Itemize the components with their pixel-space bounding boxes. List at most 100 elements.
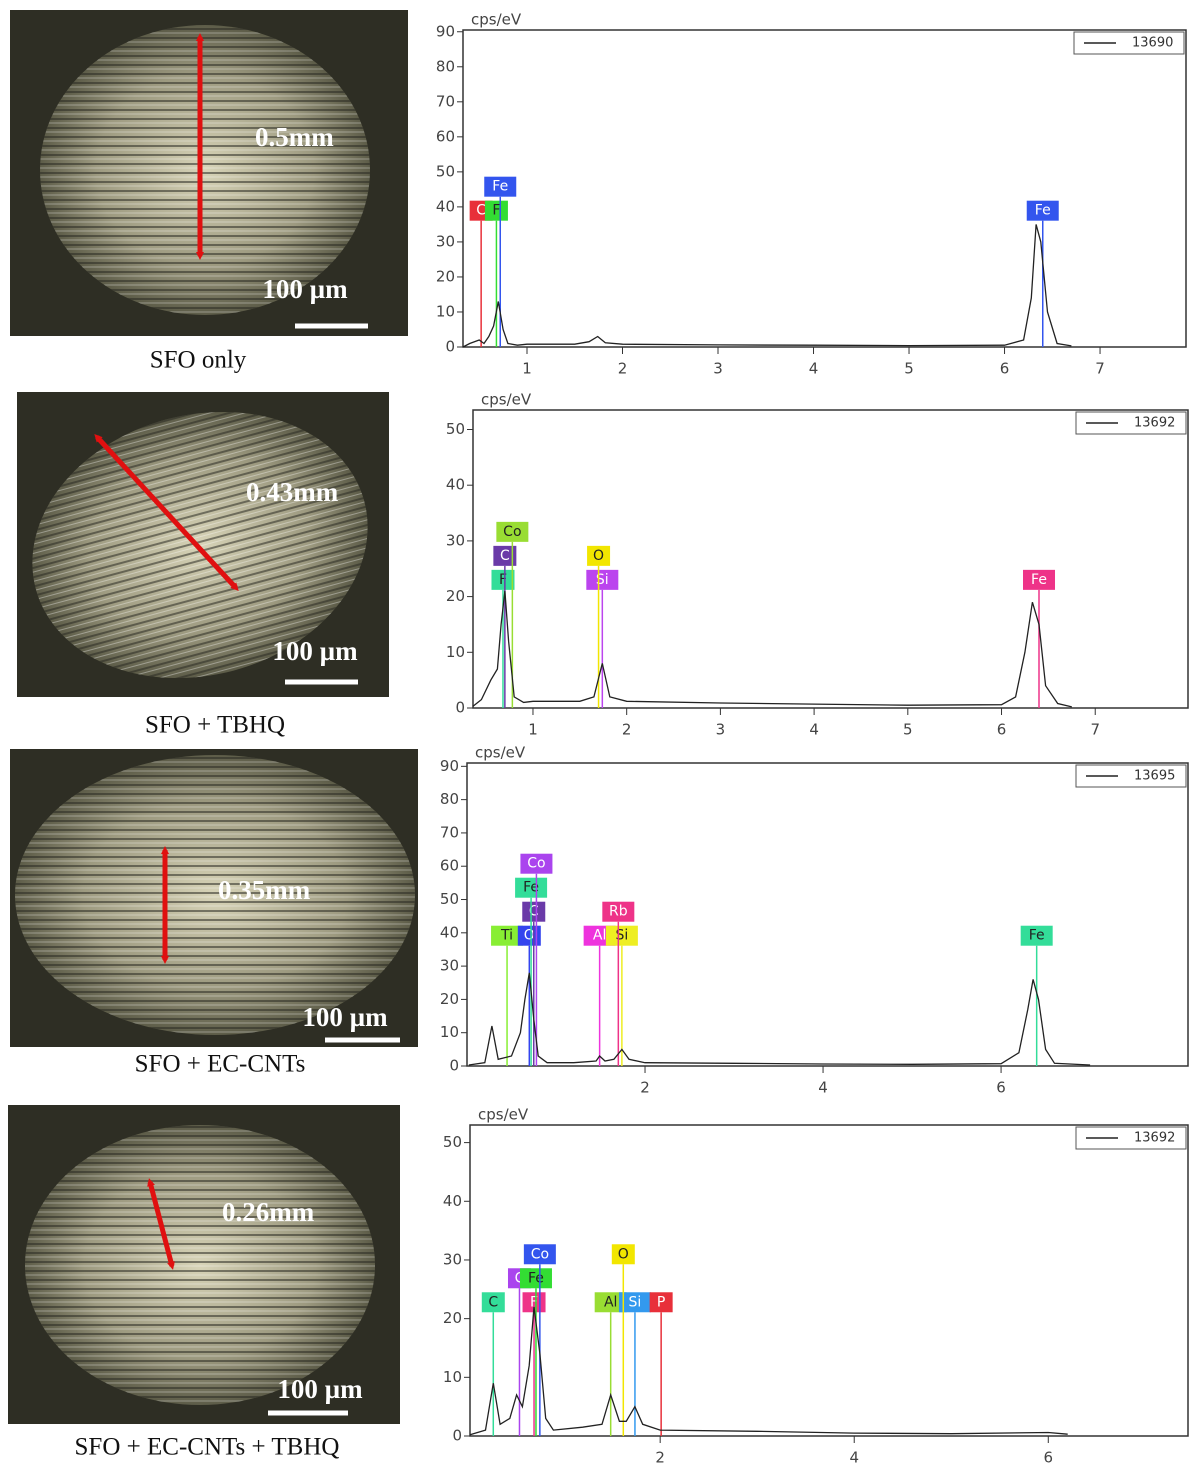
y-tick-label: 40	[446, 476, 465, 494]
element-tag	[522, 901, 546, 922]
x-tick-label: 6	[996, 1079, 1006, 1097]
element-label: O	[593, 548, 604, 564]
element-label: Fe	[1029, 928, 1045, 944]
legend-box	[1075, 411, 1187, 435]
x-tick-label: 5	[903, 721, 913, 739]
caption: SFO + TBHQ	[145, 712, 285, 739]
spectrum-line	[469, 1306, 1068, 1436]
element-tag	[602, 901, 635, 922]
element-tag	[1020, 925, 1053, 946]
x-tick-label: 6	[1000, 360, 1010, 378]
element-label: P	[657, 1294, 665, 1310]
plot-frame	[472, 409, 1189, 709]
y-axis-label: cps/eV	[481, 391, 532, 409]
legend-box	[1073, 31, 1185, 55]
x-tick-label: 3	[713, 360, 723, 378]
caption: SFO only	[150, 347, 247, 374]
element-label: C	[515, 1270, 525, 1286]
x-tick-label: 4	[818, 1079, 828, 1097]
element-tag	[520, 853, 553, 874]
x-tick-label: 4	[809, 721, 819, 739]
element-tag	[523, 1244, 556, 1265]
scale-bar-label: 100 µm	[272, 636, 358, 666]
x-tick-label: 6	[997, 721, 1007, 739]
y-tick-label: 60	[436, 127, 455, 145]
element-tag	[484, 200, 508, 221]
scale-bar-label: 100 µm	[277, 1374, 363, 1404]
element-label: Si	[615, 928, 628, 944]
y-tick-label: 20	[446, 587, 465, 605]
y-tick-label: 50	[443, 1133, 462, 1151]
diameter-arrow	[147, 1178, 175, 1270]
y-axis-label: cps/eV	[478, 1106, 529, 1124]
y-tick-label: 10	[440, 1023, 459, 1041]
x-tick-label: 1	[528, 721, 538, 739]
element-tag	[618, 1292, 651, 1313]
y-tick-label: 10	[436, 302, 455, 320]
x-tick-label: 4	[849, 1449, 859, 1464]
y-tick-label: 30	[443, 1250, 462, 1268]
element-tag	[1026, 200, 1059, 221]
element-tag	[519, 1268, 552, 1289]
element-tag	[493, 545, 517, 566]
scale-bar-label: 100 µm	[302, 1002, 388, 1032]
y-tick-label: 50	[436, 162, 455, 180]
x-tick-label: 4	[809, 360, 819, 378]
element-tag	[517, 925, 541, 946]
y-tick-label: 0	[452, 1427, 462, 1445]
element-label: Co	[503, 524, 521, 540]
y-tick-label: 50	[446, 420, 465, 438]
y-tick-label: 90	[436, 22, 455, 40]
y-tick-label: 90	[440, 757, 459, 775]
scale-bar-label: 100 µm	[262, 274, 348, 304]
diameter-label: 0.26mm	[222, 1197, 315, 1227]
element-label: F	[499, 572, 507, 588]
x-tick-label: 2	[640, 1079, 650, 1097]
plot-frame	[469, 1124, 1189, 1437]
x-tick-label: 7	[1095, 360, 1105, 378]
y-tick-label: 10	[443, 1368, 462, 1386]
y-tick-label: 0	[445, 338, 455, 356]
y-tick-label: 0	[449, 1057, 459, 1075]
y-tick-label: 0	[455, 699, 465, 717]
element-label: Co	[531, 1246, 549, 1262]
element-label: F	[530, 1294, 538, 1310]
y-tick-label: 20	[436, 267, 455, 285]
x-tick-label: 5	[904, 360, 914, 378]
element-label: F	[492, 203, 500, 219]
diameter-arrow	[94, 434, 239, 591]
element-label: Fe	[1035, 203, 1051, 219]
diameter-label: 0.35mm	[218, 875, 311, 905]
element-tag	[611, 1244, 635, 1265]
y-tick-label: 80	[440, 790, 459, 808]
y-tick-label: 30	[436, 232, 455, 250]
element-tag	[587, 545, 611, 566]
y-tick-label: 30	[440, 957, 459, 975]
element-label: Ti	[500, 928, 513, 944]
y-tick-label: 20	[443, 1309, 462, 1327]
element-label: Co	[527, 856, 545, 872]
element-tag	[649, 1292, 673, 1313]
x-tick-label: 3	[716, 721, 726, 739]
x-tick-label: 2	[655, 1449, 665, 1464]
spectrum-line	[462, 224, 1072, 348]
element-label: Al	[593, 928, 606, 944]
element-label: O	[524, 928, 535, 944]
caption: SFO + EC-CNTs + TBHQ	[75, 1434, 340, 1461]
spectrum-line	[472, 590, 1072, 708]
x-tick-label: 6	[1044, 1449, 1054, 1464]
diameter-label: 0.5mm	[255, 122, 334, 152]
element-tag	[515, 877, 548, 898]
wear-scar-grooves	[40, 25, 370, 315]
element-tag	[481, 1292, 505, 1313]
element-label: C	[500, 548, 510, 564]
legend-label: 13690	[1132, 36, 1173, 51]
legend-box	[1075, 1126, 1187, 1150]
y-tick-label: 70	[436, 92, 455, 110]
diameter-label: 0.43mm	[246, 477, 339, 507]
y-tick-label: 40	[443, 1192, 462, 1210]
element-tag	[1023, 569, 1056, 590]
legend-label: 13692	[1134, 1131, 1175, 1146]
element-label: C	[488, 1294, 498, 1310]
